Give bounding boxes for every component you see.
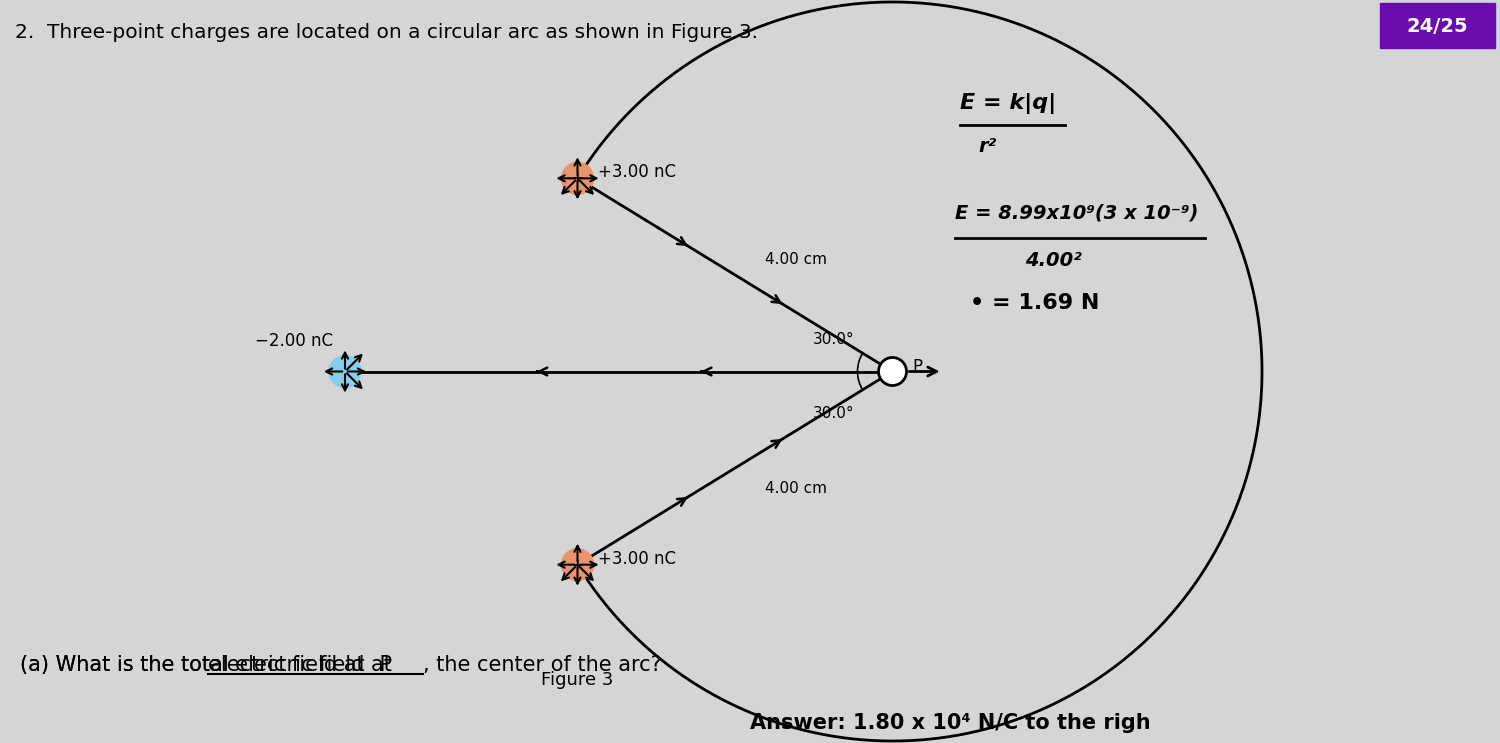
Text: 4.00 cm: 4.00 cm (765, 253, 826, 267)
Text: +: + (572, 558, 584, 571)
Circle shape (561, 548, 594, 581)
Text: r²: r² (978, 137, 996, 157)
Text: +: + (572, 172, 584, 185)
Text: (a) What is the total electric field at: (a) What is the total electric field at (20, 655, 399, 675)
Text: 30.0°: 30.0° (813, 406, 853, 421)
Text: , the center of the arc?: , the center of the arc? (423, 655, 662, 675)
Circle shape (561, 162, 594, 195)
Text: +3.00 nC: +3.00 nC (597, 163, 675, 181)
Text: 4.00²: 4.00² (1024, 251, 1082, 270)
Text: electric field at   P: electric field at P (209, 655, 392, 675)
Text: Answer: 1.80 x 10⁴ N/C to the righ: Answer: 1.80 x 10⁴ N/C to the righ (750, 713, 1150, 733)
Text: • = 1.69 N: • = 1.69 N (970, 293, 1100, 313)
Text: 2.  Three-point charges are located on a circular arc as shown in Figure 3.: 2. Three-point charges are located on a … (15, 23, 758, 42)
Text: (a) What is the total: (a) What is the total (20, 655, 235, 675)
Circle shape (879, 357, 906, 386)
Circle shape (328, 355, 362, 388)
Text: E = 8.99x10⁹(3 x 10⁻⁹): E = 8.99x10⁹(3 x 10⁻⁹) (956, 204, 1198, 222)
Text: 30.0°: 30.0° (813, 332, 853, 347)
Bar (1380, 3, 1496, 48)
Text: −2.00 nC: −2.00 nC (255, 333, 333, 351)
Text: 24/25: 24/25 (1406, 16, 1468, 36)
Text: 4.00 cm: 4.00 cm (765, 481, 826, 496)
Text: P: P (912, 357, 922, 375)
Text: +3.00 nC: +3.00 nC (597, 550, 675, 568)
Text: E = k|q|: E = k|q| (960, 92, 1056, 114)
Text: Figure 3: Figure 3 (542, 671, 614, 689)
